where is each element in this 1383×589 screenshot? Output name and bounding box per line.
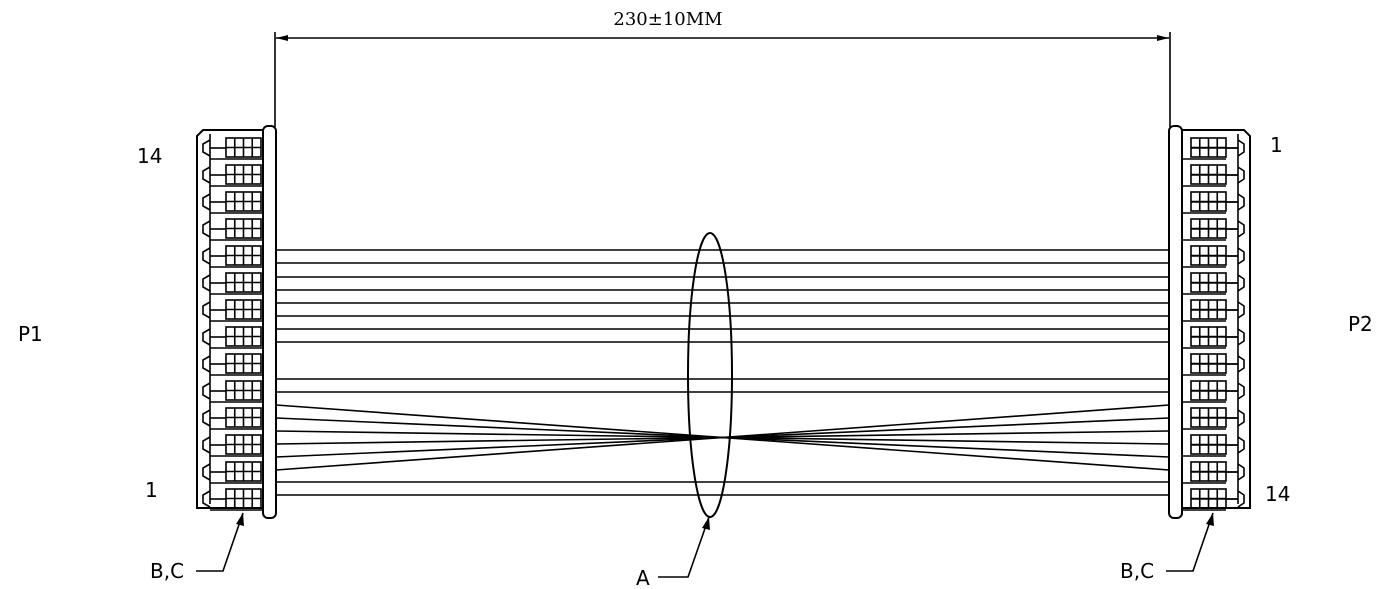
wire-crossed	[275, 404, 1170, 471]
connector-p2-pin-slot	[1182, 380, 1245, 403]
connector-p1-pin-slot	[202, 488, 263, 511]
cable-bundle-ellipse	[687, 232, 733, 518]
connector-p1-pin-slot	[202, 191, 263, 214]
callout-bc-left: B,C	[150, 512, 244, 583]
callout-a-label: A	[636, 566, 650, 589]
connector-p1-pin-slot	[202, 434, 263, 457]
connector-p1-flange	[262, 125, 277, 519]
connector-p2-outline	[1182, 129, 1251, 509]
connector-p2-housing	[1182, 129, 1251, 511]
connector-p1-pin-slot	[202, 164, 263, 187]
connector-p1-pin-slot	[202, 218, 263, 241]
cable-wires	[275, 249, 1170, 496]
connector-p2-pin-slot	[1182, 137, 1245, 160]
connector-p2-pin-slot	[1182, 272, 1245, 295]
callout-a-leader	[658, 516, 710, 578]
connector-p1-housing	[196, 129, 263, 511]
connector-p2: P2 1 14	[1168, 125, 1373, 519]
connector-p2-label: P2	[1348, 312, 1373, 336]
connector-p2-pin-top: 1	[1270, 133, 1283, 157]
connector-p1-pin-slot	[202, 299, 263, 322]
connector-p2-pin-slot	[1182, 488, 1245, 511]
connector-p1-pin-slot	[202, 353, 263, 376]
connector-p1-pin-slot	[202, 380, 263, 403]
connector-p2-pin-slot	[1182, 218, 1245, 241]
callout-bc-right-label: B,C	[1120, 559, 1154, 583]
connector-p1-pin-slot	[202, 245, 263, 268]
connector-p1-outline	[196, 129, 263, 509]
callout-bc-right: B,C	[1120, 512, 1214, 583]
dimension-text: 230±10MM	[613, 9, 722, 30]
connector-p1-label: P1	[18, 322, 43, 346]
connector-p2-pin-slot	[1182, 164, 1245, 187]
connector-p2-flange	[1168, 125, 1183, 519]
connector-p2-pin-slot	[1182, 299, 1245, 322]
connector-p2-pin-slot	[1182, 353, 1245, 376]
connector-p1: P1 14 1	[18, 125, 277, 519]
callout-a-arrowhead	[702, 517, 710, 530]
connector-p1-pin-slot	[202, 272, 263, 295]
connector-p2-pin-slot	[1182, 407, 1245, 430]
dimension-annotation: 230±10MM	[274, 9, 1171, 127]
connector-p2-pin-slot	[1182, 245, 1245, 268]
callout-a: A	[636, 516, 710, 589]
callout-bc-left-leader	[196, 512, 244, 572]
connector-p1-pin-slot	[202, 326, 263, 349]
connector-p1-pin-slot	[202, 407, 263, 430]
connector-p2-pin-slot	[1182, 326, 1245, 349]
connector-p2-pin-slot	[1182, 191, 1245, 214]
connector-p1-pin-slot	[202, 137, 263, 160]
callout-bc-right-leader	[1166, 512, 1214, 572]
callout-bc-left-arrowhead	[236, 513, 244, 526]
connector-p2-pin-slot	[1182, 434, 1245, 457]
callout-bc-right-arrowhead	[1206, 513, 1214, 526]
callout-bc-left-label: B,C	[150, 559, 184, 583]
connector-p1-pin-top: 14	[137, 144, 162, 168]
connector-p2-pin-slot	[1182, 461, 1245, 484]
connector-p1-pin-bottom: 1	[145, 478, 158, 502]
connector-p2-pin-bottom: 14	[1265, 482, 1290, 506]
connector-p1-pin-slot	[202, 461, 263, 484]
